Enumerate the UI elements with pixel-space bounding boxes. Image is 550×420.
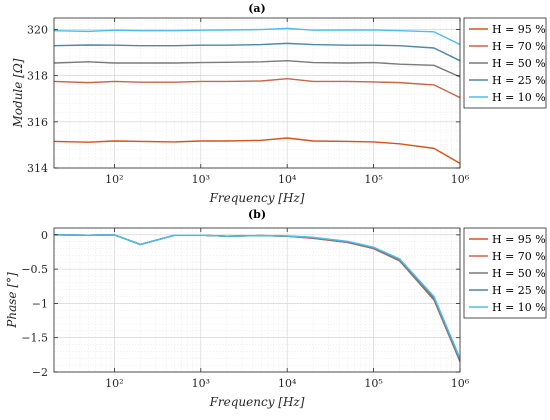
panel-a-x-tick-label: 10² — [105, 173, 123, 186]
panel-b-x-tick-label: 10³ — [192, 377, 210, 390]
panel-a-title: (a) — [248, 2, 266, 15]
panel-a-series-line-1 — [53, 137, 461, 164]
panel-a-y-axis-label: Module [Ω] — [11, 58, 25, 128]
panel-b-y-tick-label: −0.5 — [21, 263, 48, 276]
panel-a-x-tick-label: 10³ — [192, 173, 210, 186]
panel-b-x-tick-label: 10⁵ — [364, 377, 382, 390]
panel-b-plot-area — [54, 228, 460, 372]
panel-a-plot-area — [54, 18, 460, 168]
panel-a-legend-label-5: H = 10 % — [492, 91, 546, 104]
panel-b: 10² 10³ 10⁴ 10⁵ 10⁶ −2 −1.5 −1 −0.5 0 (b) Frequency… — [5, 208, 547, 409]
panel-b-x-tick-label: 10² — [105, 377, 123, 390]
panel-a-legend-label-1: H = 95 % — [492, 23, 546, 36]
panel-b-x-tick-label: 10⁶ — [451, 377, 470, 390]
panel-b-x-tick-label: 10⁴ — [278, 377, 297, 390]
panel-b-y-tick-label: −2 — [32, 366, 48, 379]
panel-b-series-line-5 — [53, 234, 461, 359]
panel-a-series-line-2 — [53, 77, 461, 99]
panel-b-y-tick-label: −1 — [32, 297, 48, 310]
panel-a-x-axis-label: Frequency [Hz] — [209, 191, 305, 205]
panel-a-axes-box — [53, 17, 461, 169]
panel-a-legend-label-3: H = 50 % — [492, 57, 546, 70]
panel-a-legend-label-2: H = 70 % — [492, 40, 546, 53]
panel-b-legend: H = 95 % H = 70 % H = 50 % H = 25 % H = 10 % — [463, 227, 547, 319]
panel-a-y-tick-label: 316 — [27, 116, 48, 129]
panel-a-x-tick-label: 10⁵ — [364, 173, 382, 186]
panel-a-series-line-3 — [53, 59, 461, 78]
panel-a-legend: H = 95 % H = 70 % H = 50 % H = 25 % H = 10 % — [463, 17, 547, 109]
panel-b-x-axis-label: Frequency [Hz] — [209, 395, 305, 409]
panel-b-axes-box — [53, 227, 461, 373]
panel-a: 10² 10³ 10⁴ 10⁵ 10⁶ 314 316 318 320 (a) Frequency … — [11, 2, 547, 205]
panel-b-title: (b) — [248, 208, 266, 221]
panel-a-series-line-4 — [53, 42, 461, 62]
panel-a-y-tick-label: 318 — [27, 70, 48, 83]
panel-a-x-tick-label: 10⁴ — [278, 173, 297, 186]
panel-a-x-tick-label: 10⁶ — [451, 173, 470, 186]
panel-b-legend-label-1: H = 95 % — [492, 233, 546, 246]
panel-a-y-tick-label: 314 — [27, 162, 48, 175]
panel-b-y-tick-label: −1.5 — [21, 332, 48, 345]
panel-a-y-tick-label: 320 — [27, 24, 48, 37]
panel-a-series-line-5 — [53, 27, 461, 46]
panel-b-legend-label-2: H = 70 % — [492, 250, 546, 263]
panel-b-legend-label-3: H = 50 % — [492, 267, 546, 280]
panel-a-legend-label-4: H = 25 % — [492, 74, 546, 87]
panel-b-y-axis-label: Phase [°] — [5, 272, 19, 329]
panel-b-legend-label-4: H = 25 % — [492, 284, 546, 297]
panel-b-legend-label-5: H = 10 % — [492, 301, 546, 314]
panel-b-y-tick-label: 0 — [41, 229, 48, 242]
